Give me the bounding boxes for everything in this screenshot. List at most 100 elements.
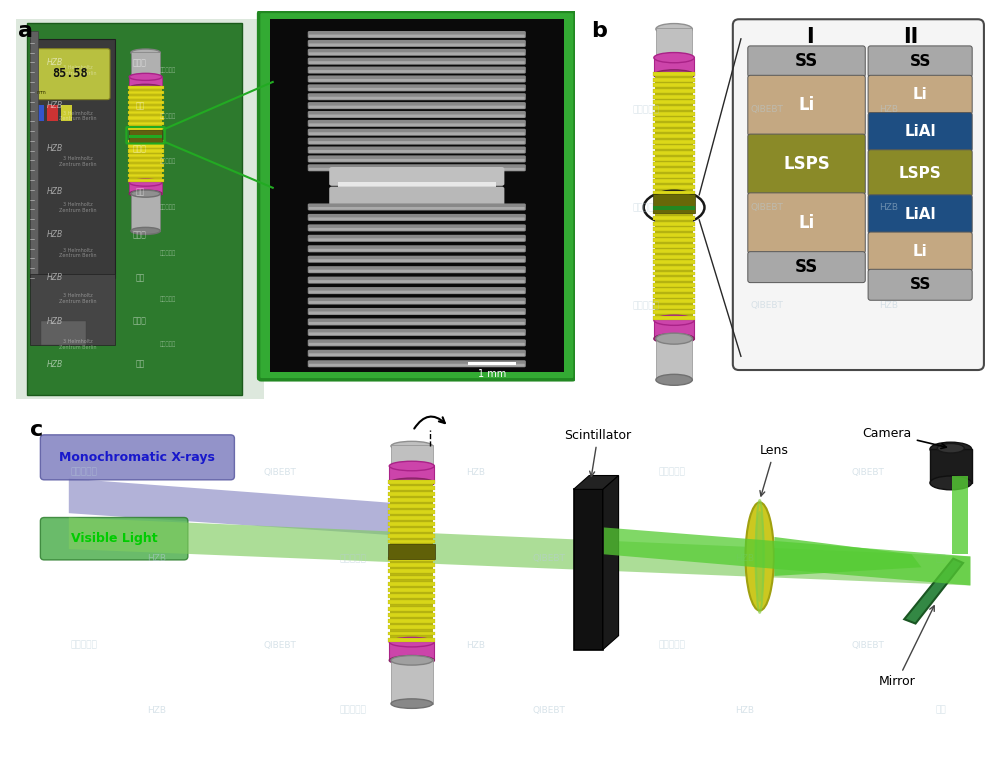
FancyBboxPatch shape bbox=[309, 260, 525, 262]
Text: a: a bbox=[18, 21, 33, 41]
Text: QIBEBT: QIBEBT bbox=[751, 301, 784, 310]
Bar bbox=[388, 522, 435, 526]
FancyBboxPatch shape bbox=[868, 269, 972, 301]
FancyBboxPatch shape bbox=[309, 53, 525, 55]
Text: SS: SS bbox=[909, 277, 931, 292]
Ellipse shape bbox=[754, 511, 765, 602]
FancyBboxPatch shape bbox=[309, 167, 525, 170]
Bar bbox=[654, 58, 694, 75]
Ellipse shape bbox=[129, 84, 162, 91]
Bar bbox=[128, 149, 164, 152]
FancyBboxPatch shape bbox=[748, 75, 865, 135]
Text: 中国科学院: 中国科学院 bbox=[70, 641, 97, 650]
FancyBboxPatch shape bbox=[309, 333, 525, 335]
Text: HZB: HZB bbox=[466, 641, 485, 650]
Text: HZB: HZB bbox=[148, 705, 166, 715]
Bar bbox=[390, 482, 433, 545]
Bar bbox=[653, 168, 695, 172]
FancyBboxPatch shape bbox=[308, 138, 526, 145]
Text: HZB: HZB bbox=[47, 231, 63, 239]
Bar bbox=[391, 445, 433, 466]
Bar bbox=[388, 516, 435, 520]
Bar bbox=[653, 288, 695, 292]
Ellipse shape bbox=[129, 73, 162, 81]
Text: QIBEBT: QIBEBT bbox=[263, 467, 296, 476]
Bar bbox=[388, 575, 435, 579]
Bar bbox=[128, 116, 164, 119]
FancyBboxPatch shape bbox=[308, 235, 526, 242]
Bar bbox=[388, 557, 435, 561]
Bar bbox=[653, 211, 695, 215]
Text: Monochromatic X-rays: Monochromatic X-rays bbox=[59, 451, 215, 464]
FancyBboxPatch shape bbox=[309, 311, 525, 314]
Bar bbox=[388, 544, 435, 559]
Text: 科学院: 科学院 bbox=[133, 144, 147, 153]
Bar bbox=[653, 250, 695, 253]
Bar bbox=[656, 28, 692, 59]
Bar bbox=[129, 183, 162, 193]
Bar bbox=[128, 174, 164, 177]
Bar bbox=[388, 600, 435, 604]
FancyBboxPatch shape bbox=[308, 350, 526, 357]
FancyBboxPatch shape bbox=[308, 318, 526, 326]
Bar bbox=[653, 78, 695, 81]
Ellipse shape bbox=[389, 461, 434, 471]
Bar bbox=[388, 540, 435, 543]
FancyBboxPatch shape bbox=[308, 164, 526, 171]
Text: HZB: HZB bbox=[736, 705, 755, 715]
FancyBboxPatch shape bbox=[733, 19, 984, 370]
Bar bbox=[270, 19, 564, 372]
Text: Visible Light: Visible Light bbox=[71, 532, 158, 545]
FancyBboxPatch shape bbox=[309, 43, 525, 46]
Text: HZB: HZB bbox=[47, 187, 63, 196]
Text: 科学院: 科学院 bbox=[133, 58, 147, 67]
Bar bbox=[653, 299, 695, 303]
FancyBboxPatch shape bbox=[308, 40, 526, 47]
Text: I: I bbox=[806, 27, 814, 47]
Text: 中国研学院: 中国研学院 bbox=[160, 113, 176, 119]
FancyBboxPatch shape bbox=[748, 134, 865, 195]
Text: 1 mm: 1 mm bbox=[478, 369, 506, 379]
Bar bbox=[389, 466, 434, 483]
Polygon shape bbox=[574, 476, 619, 489]
FancyBboxPatch shape bbox=[868, 113, 972, 151]
Bar bbox=[128, 154, 164, 158]
Text: QIBEBT: QIBEBT bbox=[751, 203, 784, 212]
Text: 3 Helmholtz
Zentrum Berlin: 3 Helmholtz Zentrum Berlin bbox=[59, 65, 97, 75]
FancyBboxPatch shape bbox=[309, 141, 525, 144]
Bar bbox=[128, 139, 164, 143]
FancyBboxPatch shape bbox=[308, 245, 526, 253]
FancyBboxPatch shape bbox=[329, 186, 504, 209]
Text: QIBEBT: QIBEBT bbox=[533, 554, 565, 563]
Text: HZB: HZB bbox=[879, 105, 898, 114]
Text: 科学院: 科学院 bbox=[133, 231, 147, 239]
Bar bbox=[653, 195, 695, 213]
FancyBboxPatch shape bbox=[308, 58, 526, 65]
FancyBboxPatch shape bbox=[309, 228, 525, 231]
Bar bbox=[653, 140, 695, 144]
Bar bbox=[128, 86, 164, 89]
Text: QIBEBT: QIBEBT bbox=[851, 641, 884, 650]
Bar bbox=[653, 305, 695, 309]
Bar bbox=[653, 117, 695, 121]
Bar bbox=[388, 533, 435, 537]
Bar bbox=[653, 84, 695, 88]
Bar bbox=[30, 274, 115, 345]
Text: 中国科学院: 中国科学院 bbox=[658, 467, 685, 476]
FancyBboxPatch shape bbox=[40, 435, 234, 480]
Polygon shape bbox=[603, 476, 619, 650]
Bar bbox=[653, 129, 695, 132]
Text: 3 Helmholtz
Zentrum Berlin: 3 Helmholtz Zentrum Berlin bbox=[59, 294, 97, 304]
Bar bbox=[128, 101, 164, 104]
Ellipse shape bbox=[745, 502, 774, 610]
Bar bbox=[389, 642, 434, 661]
Text: QIBEBT: QIBEBT bbox=[751, 105, 784, 114]
FancyBboxPatch shape bbox=[308, 84, 526, 91]
Text: HZB: HZB bbox=[879, 203, 898, 212]
Text: Li: Li bbox=[913, 244, 928, 259]
Ellipse shape bbox=[654, 333, 694, 344]
Text: Scintillator: Scintillator bbox=[564, 428, 632, 476]
Text: SS: SS bbox=[909, 54, 931, 69]
Bar bbox=[388, 504, 435, 508]
Bar bbox=[128, 122, 164, 125]
